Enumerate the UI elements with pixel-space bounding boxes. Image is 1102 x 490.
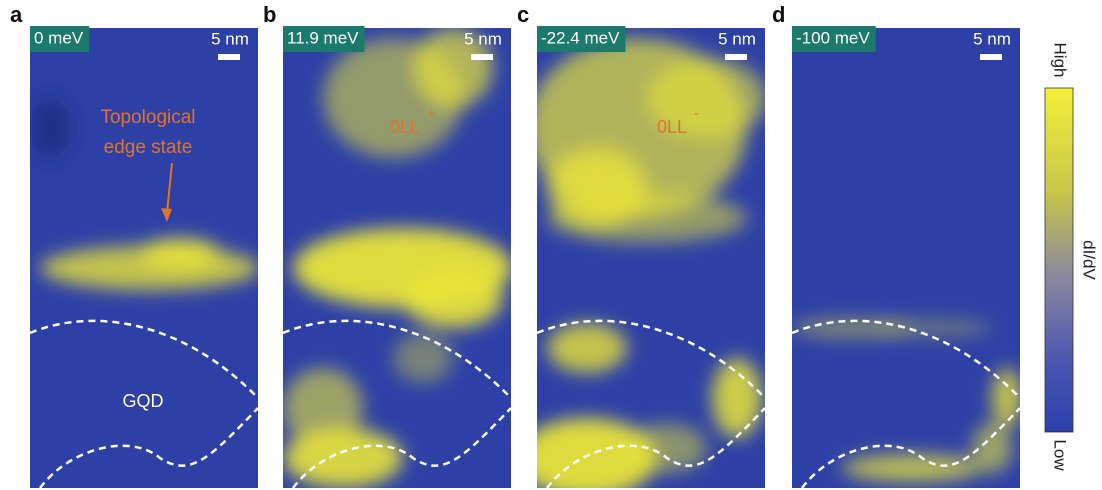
panel-letter: c <box>517 2 529 27</box>
ll-label: 0LL <box>390 117 420 137</box>
panel-letter: d <box>772 2 785 27</box>
colorbar-label: dI/dV <box>1080 240 1099 280</box>
map-feature <box>547 193 747 243</box>
map-feature <box>393 333 453 383</box>
scale-bar <box>218 54 240 60</box>
ll-label: 0LL <box>657 117 687 137</box>
map-image <box>283 28 513 488</box>
scale-label: 5 nm <box>973 29 1011 48</box>
map-feature <box>872 318 992 338</box>
panels: a 0 meV 5 nm b 11.9 meV 5 nm c -22.4 meV 5 nm d -1… <box>10 2 1022 490</box>
colorbar-high: High <box>1051 43 1070 78</box>
panel-letter: b <box>263 2 276 27</box>
ll-superscript: + <box>427 105 435 121</box>
panel-letter: a <box>10 2 23 27</box>
energy-label: 11.9 meV <box>287 28 359 47</box>
gqd-label: GQD <box>122 391 163 411</box>
scale-label: 5 nm <box>464 29 502 48</box>
map-feature <box>547 323 627 373</box>
map-image <box>517 28 767 490</box>
map-feature <box>972 423 1012 473</box>
map-panel: c -22.4 meV 5 nm <box>517 2 767 490</box>
map-panel: b 11.9 meV 5 nm <box>263 2 513 488</box>
map-image <box>792 28 1022 488</box>
map-image <box>30 28 260 488</box>
scale-label: 5 nm <box>718 29 756 48</box>
edge-state-label: Topological <box>100 107 195 128</box>
ll-superscript: - <box>694 105 699 121</box>
map-feature <box>403 268 503 328</box>
scale-bar <box>725 54 747 60</box>
scale-bar <box>471 54 493 60</box>
colorbar <box>1045 88 1073 432</box>
map-background <box>792 28 1020 488</box>
energy-label: 0 meV <box>34 28 84 47</box>
colorbar-low: Low <box>1051 439 1070 471</box>
scale-label: 5 nm <box>211 29 249 48</box>
map-panel: d -100 meV 5 nm <box>772 2 1022 488</box>
figure: a 0 meV 5 nm b 11.9 meV 5 nm c -22.4 meV 5 nm d -1… <box>0 0 1102 490</box>
map-feature <box>140 238 220 268</box>
map-feature <box>842 454 982 482</box>
scale-bar <box>980 54 1002 60</box>
map-panel: a 0 meV 5 nm <box>10 2 260 488</box>
edge-state-label: edge state <box>104 137 193 158</box>
energy-label: -22.4 meV <box>541 28 620 47</box>
map-feature <box>712 358 762 438</box>
map-feature <box>627 423 707 473</box>
map-feature <box>30 98 70 158</box>
energy-label: -100 meV <box>796 28 870 47</box>
